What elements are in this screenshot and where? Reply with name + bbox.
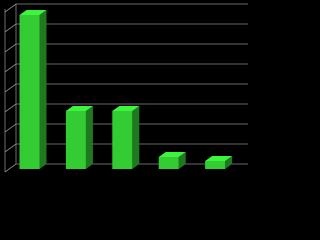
wall-grid-line: [4, 43, 17, 53]
bar-side: [132, 106, 140, 169]
wall-grid-line: [4, 3, 17, 13]
wall-grid-line: [4, 83, 17, 93]
bar: [112, 106, 140, 169]
bar-front: [65, 111, 86, 169]
wall-grid-line: [4, 143, 17, 153]
bar-side: [225, 156, 233, 169]
bar-front: [19, 15, 40, 169]
bar-top: [65, 106, 93, 111]
bar-top: [19, 10, 47, 15]
chart: [4, 3, 248, 173]
wall-grid-line: [4, 63, 17, 73]
bar-top: [205, 156, 233, 161]
bar: [19, 10, 47, 169]
bar-side: [178, 152, 186, 169]
wall-grid-line: [4, 123, 17, 133]
page: (() => { const data = JSON.parse(documen…: [4, 3, 248, 173]
bar-side: [39, 10, 47, 169]
bar-top: [158, 152, 186, 157]
bar: [205, 156, 233, 169]
bar-front: [158, 157, 179, 169]
bar: [158, 152, 186, 169]
bar-front: [112, 111, 133, 169]
bar: [65, 106, 93, 169]
wall-grid-line: [4, 103, 17, 113]
wall-grid-line: [4, 163, 17, 173]
bar-front: [205, 161, 226, 169]
bar-top: [112, 106, 140, 111]
wall-grid-line: [4, 23, 17, 33]
bar-side: [85, 106, 93, 169]
